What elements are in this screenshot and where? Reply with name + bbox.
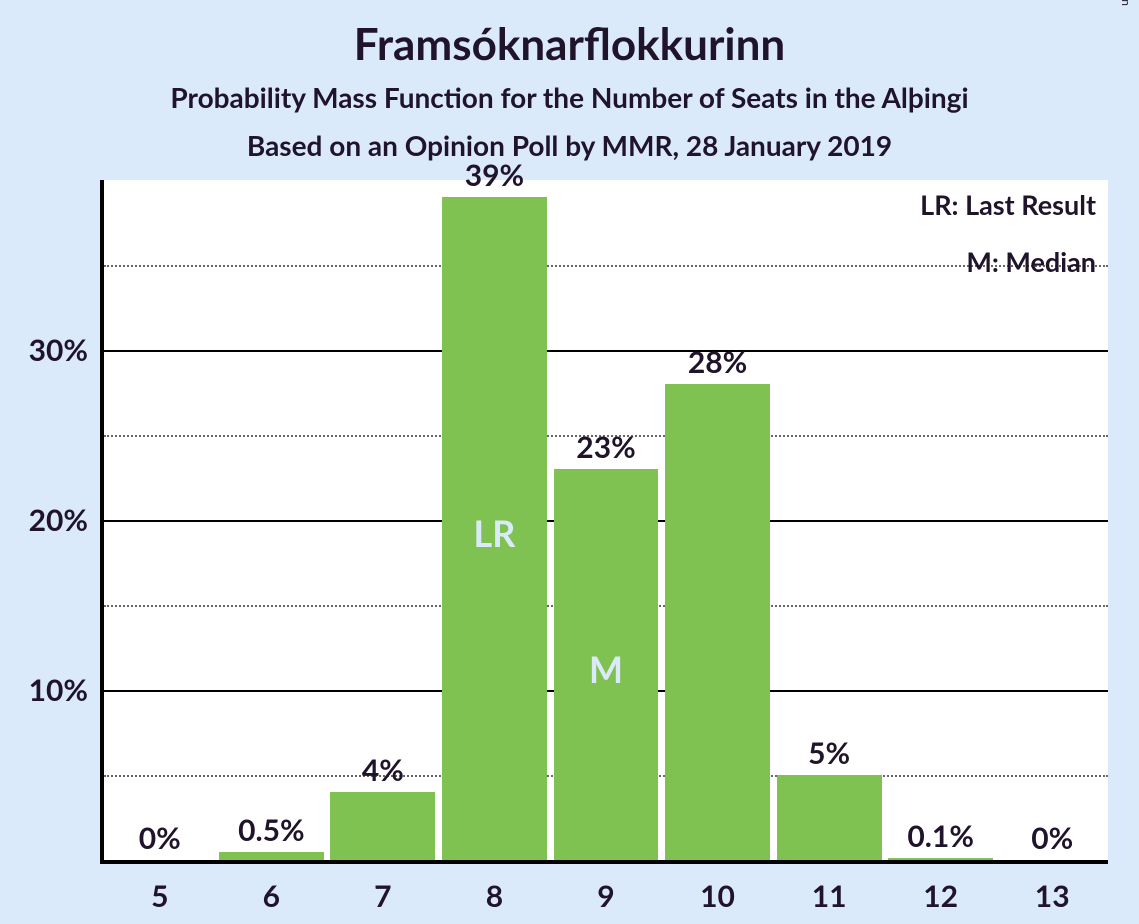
y-tick-label: 10% xyxy=(0,672,88,708)
bar-value-label: 28% xyxy=(662,344,774,380)
y-tick-label: 20% xyxy=(0,502,88,538)
x-tick-label: 5 xyxy=(104,878,216,914)
bar-marker-m: M xyxy=(550,647,662,691)
bar-value-label: 0.5% xyxy=(216,812,328,848)
x-tick-label: 7 xyxy=(327,878,439,914)
legend: LR: Last Result M: Median xyxy=(920,184,1096,283)
bar-marker-lr: LR xyxy=(439,511,551,555)
bar xyxy=(219,852,324,861)
bar-value-label: 4% xyxy=(327,752,439,788)
bar-value-label: 0% xyxy=(104,820,216,856)
legend-line: LR: Last Result xyxy=(920,184,1096,226)
y-axis xyxy=(100,180,104,864)
chart-subtitle-1: Probability Mass Function for the Number… xyxy=(0,80,1139,114)
x-tick-label: 13 xyxy=(996,878,1108,914)
bar-value-label: 5% xyxy=(773,735,885,771)
chart-subtitle-2: Based on an Opinion Poll by MMR, 28 Janu… xyxy=(0,128,1139,162)
bar xyxy=(665,384,770,860)
legend-line: M: Median xyxy=(920,241,1096,283)
bar-value-label: 39% xyxy=(439,157,551,193)
gridline-major xyxy=(104,350,1108,352)
bar xyxy=(330,792,435,860)
bar xyxy=(777,775,882,860)
copyright-text: © 2020 Filip van Laenen xyxy=(1119,0,1134,6)
x-tick-label: 6 xyxy=(216,878,328,914)
x-tick-label: 12 xyxy=(885,878,997,914)
bar-value-label: 0% xyxy=(996,820,1108,856)
y-tick-label: 30% xyxy=(0,332,88,368)
chart-title: Framsóknarflokkurinn xyxy=(0,18,1139,70)
x-tick-label: 10 xyxy=(662,878,774,914)
x-tick-label: 11 xyxy=(773,878,885,914)
x-axis xyxy=(100,860,1108,864)
x-tick-label: 9 xyxy=(550,878,662,914)
bar-value-label: 0.1% xyxy=(885,818,997,854)
chart-canvas: Framsóknarflokkurinn Probability Mass Fu… xyxy=(0,0,1139,924)
bar-value-label: 23% xyxy=(550,429,662,465)
x-tick-label: 8 xyxy=(439,878,551,914)
